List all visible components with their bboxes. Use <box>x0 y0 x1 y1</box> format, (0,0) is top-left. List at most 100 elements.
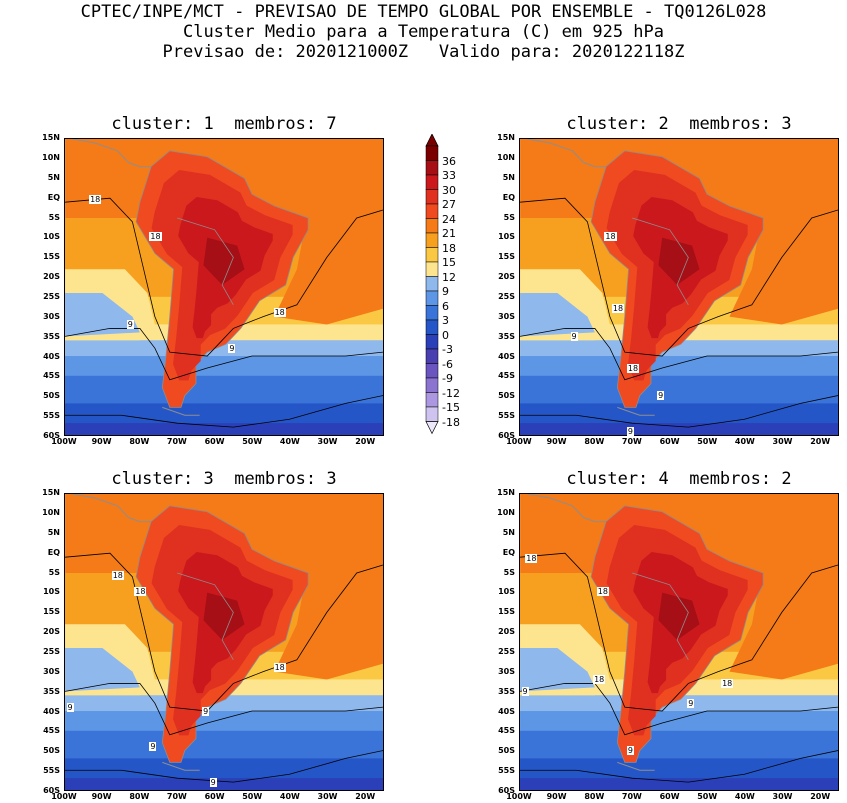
latitude-tick-label: 10S <box>498 587 515 597</box>
latitude-tick-label: 10N <box>497 152 515 162</box>
contour-label: 18 <box>273 662 286 672</box>
colorbar-tick-label: 30 <box>442 183 456 197</box>
latitude-tick-label: 10N <box>497 507 515 517</box>
contour-label: 9 <box>228 343 236 353</box>
contour-9 <box>65 328 383 381</box>
longitude-tick-label: 40W <box>734 437 755 446</box>
latitude-tick-label: 25S <box>43 646 60 656</box>
latitude-tick-label: 20S <box>43 627 60 637</box>
colorbar-tick-label: 33 <box>442 169 456 182</box>
contour-label: 9 <box>126 319 134 329</box>
contour-9 <box>65 683 383 736</box>
contour-label: 9 <box>149 742 157 752</box>
temperature-field-map <box>519 493 839 791</box>
contour-label: 9 <box>521 686 529 696</box>
tierra-del-fuego <box>617 406 655 416</box>
colorbar-swatches <box>425 134 439 435</box>
longitude-tick-label: 80W <box>129 792 150 801</box>
ocean-temperature-band <box>65 423 383 435</box>
longitude-tick-label: 100W <box>51 792 77 801</box>
pacific-cool-tongue-inner <box>65 292 140 337</box>
colorbar-tick-label: 3 <box>442 314 449 327</box>
longitude-tick-label: 60W <box>204 437 225 446</box>
header-title-line-2: Cluster Medio para a Temperatura (C) em … <box>182 22 665 42</box>
latitude-tick-label: 55S <box>498 766 515 776</box>
land-hottest-core <box>203 237 245 286</box>
colorbar-swatch <box>425 290 439 306</box>
latitude-tick-label: 60S <box>43 431 60 440</box>
longitude-tick-label: 60W <box>659 792 680 801</box>
latitude-tick-label: 5S <box>503 212 515 222</box>
latitude-tick-label: 45S <box>498 726 515 736</box>
colorbar-swatch <box>425 247 439 263</box>
longitude-tick-label: 30W <box>772 437 793 446</box>
central-america-coast <box>527 139 607 168</box>
colorbar-tick-label: 15 <box>442 256 456 269</box>
pacific-cool-tongue-inner <box>520 647 595 692</box>
colorbar-swatch <box>425 348 439 364</box>
central-america-coast <box>72 139 152 168</box>
latitude-tick-label: 5S <box>503 567 515 577</box>
latitude-tick-label: 5S <box>48 212 60 222</box>
colorbar-tick-label: -18 <box>442 415 460 429</box>
latitude-tick-label: 15N <box>497 133 515 142</box>
latitude-tick-label: 30S <box>498 311 515 321</box>
colorbar-swatch <box>425 392 439 408</box>
contour-0 <box>65 395 383 428</box>
longitude-tick-label: 70W <box>621 792 642 801</box>
colorbar-swatch <box>425 203 439 219</box>
longitude-tick-label: 90W <box>91 792 112 801</box>
colorbar-swatch <box>425 174 439 190</box>
contour-label: 9 <box>202 706 210 716</box>
latitude-tick-label: EQ <box>502 547 515 557</box>
latitude-tick-label: 10N <box>42 152 60 162</box>
contour-0 <box>520 750 838 783</box>
colorbar-tick-label: 36 <box>442 154 456 168</box>
map-panel-cluster-2: cluster: 2 membros: 3 18 18 9 18 9 9 15N 10N 5N E… <box>497 114 839 446</box>
latitude-tick-label: 15N <box>42 488 60 497</box>
longitude-tick-label: 50W <box>242 792 263 801</box>
longitude-tick-label: 60W <box>204 792 225 801</box>
contour-9 <box>520 683 838 736</box>
latitude-tick-label: 45S <box>43 371 60 381</box>
latitude-tick-label: EQ <box>47 192 60 202</box>
contour-label: 9 <box>687 698 695 708</box>
tierra-del-fuego <box>162 761 200 771</box>
longitude-tick-label: 30W <box>317 437 338 446</box>
latitude-tick-label: 15S <box>43 252 60 262</box>
longitude-tick-label: 40W <box>279 437 300 446</box>
contour-18 <box>520 197 838 357</box>
latitude-tick-label: 35S <box>43 331 60 341</box>
colorbar-tick-label: 9 <box>442 285 449 298</box>
colorbar-swatch <box>425 232 439 248</box>
longitude-tick-label: 40W <box>279 792 300 801</box>
map-panel-cluster-3: cluster: 3 membros: 3 18 18 18 9 9 9 9 15N 10N 5N… <box>42 469 384 801</box>
longitude-tick-label: 90W <box>91 437 112 446</box>
colorbar-tick-label: 24 <box>442 212 456 226</box>
land-hottest-core <box>658 237 700 286</box>
contour-label: 18 <box>134 587 147 597</box>
contour-label: 9 <box>657 391 665 401</box>
longitude-tick-label: 20W <box>810 792 831 801</box>
longitude-tick-label: 80W <box>584 792 605 801</box>
contour-0 <box>520 395 838 428</box>
contour-label: 9 <box>209 778 217 788</box>
colorbar-tick-label: 27 <box>442 198 456 211</box>
longitude-tick-label: 90W <box>546 437 567 446</box>
tierra-del-fuego <box>162 406 200 416</box>
latitude-tick-label: 25S <box>498 646 515 656</box>
latitude-tick-label: 50S <box>43 391 60 401</box>
latitude-tick-label: 35S <box>498 686 515 696</box>
colorbar-swatch <box>425 160 439 176</box>
colorbar-tick-label: -3 <box>442 343 453 356</box>
contour-label: 18 <box>149 232 162 242</box>
contour-18 <box>520 552 838 712</box>
longitude-tick-label: 80W <box>129 437 150 446</box>
latitude-tick-label: 55S <box>43 766 60 776</box>
pacific-cool-tongue-inner <box>520 292 595 337</box>
latitude-tick-label: 30S <box>43 666 60 676</box>
longitude-tick-label: 90W <box>546 792 567 801</box>
atlantic-warm-region <box>274 494 383 680</box>
colorbar-tick-label: -12 <box>442 386 460 400</box>
latitude-tick-label: 15N <box>497 488 515 497</box>
